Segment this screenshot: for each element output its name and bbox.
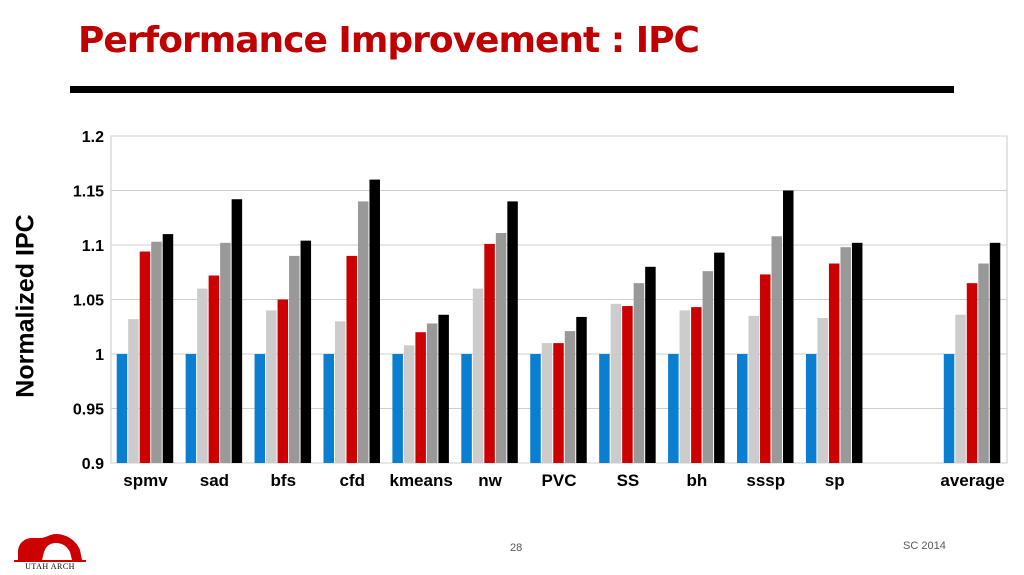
bar <box>691 307 702 463</box>
x-tick-label: average <box>940 471 1004 490</box>
logo-text: UTAH ARCH <box>25 562 75 571</box>
bar <box>438 314 449 463</box>
bar <box>151 241 162 463</box>
x-tick-label: spmv <box>123 471 168 490</box>
x-tick-label: bh <box>686 471 707 490</box>
bar <box>966 283 978 463</box>
x-tick-label: SS <box>617 471 640 490</box>
x-tick-label: kmeans <box>389 471 452 490</box>
bar <box>507 201 518 463</box>
bar <box>943 354 955 463</box>
x-tick-label: sssp <box>746 471 785 490</box>
bar <box>771 236 783 463</box>
bar <box>472 288 484 463</box>
bar <box>748 315 760 463</box>
x-tick-label: bfs <box>271 471 297 490</box>
slide-title: Performance Improvement : IPC <box>78 20 700 61</box>
bar <box>828 263 840 463</box>
utah-arch-logo-icon <box>14 534 86 562</box>
y-tick-label: 1.05 <box>73 293 104 310</box>
bar <box>783 190 794 463</box>
bar <box>277 299 289 463</box>
bar <box>415 332 426 463</box>
bar <box>760 274 771 463</box>
bar <box>208 275 220 463</box>
bar <box>334 321 346 463</box>
bar <box>989 242 1001 463</box>
bar <box>530 354 541 463</box>
bar <box>805 354 817 463</box>
x-tick-label: PVC <box>542 471 577 490</box>
bar <box>737 354 748 463</box>
slide-number: 28 <box>510 542 523 554</box>
bar <box>220 242 231 463</box>
bar <box>300 240 312 463</box>
x-tick-label: cfd <box>339 471 365 490</box>
bar <box>541 343 553 463</box>
bar <box>978 263 989 463</box>
bar <box>610 303 622 463</box>
bar <box>955 314 966 463</box>
bar <box>403 345 415 463</box>
bar <box>702 271 714 463</box>
bar <box>369 179 380 463</box>
y-tick-label: 0.9 <box>82 456 104 473</box>
y-tick-label: 1.15 <box>73 184 104 201</box>
bar <box>162 234 174 463</box>
bar <box>622 306 633 463</box>
bar <box>197 288 208 463</box>
bar <box>599 354 610 463</box>
bar <box>346 255 357 463</box>
bar <box>564 331 576 463</box>
x-tick-label: nw <box>478 471 502 490</box>
title-divider <box>70 86 954 93</box>
x-tick-label: sad <box>200 471 229 490</box>
bar <box>840 247 851 463</box>
bar <box>289 255 300 463</box>
bar <box>461 354 472 463</box>
bar <box>817 318 828 463</box>
bar <box>254 354 266 463</box>
bar <box>185 354 197 463</box>
bar <box>116 354 128 463</box>
bar <box>231 199 243 463</box>
y-tick-label: 1.2 <box>82 129 104 146</box>
bar <box>128 319 139 463</box>
x-tick-label: sp <box>825 471 845 490</box>
y-tick-label: 1 <box>95 347 104 364</box>
bar <box>645 266 656 463</box>
bar <box>633 283 645 463</box>
bar <box>679 310 691 463</box>
bar <box>426 323 438 463</box>
bar <box>392 354 403 463</box>
bar <box>139 251 151 463</box>
bar <box>357 201 369 463</box>
bar <box>576 316 587 463</box>
bar <box>553 343 564 463</box>
y-tick-label: 1.1 <box>82 238 104 255</box>
bar <box>851 242 863 463</box>
bar <box>266 310 277 463</box>
bar <box>484 243 495 463</box>
bar <box>714 252 725 463</box>
bar <box>495 233 507 463</box>
bar <box>323 354 334 463</box>
footer-text: SC 2014 <box>903 540 946 552</box>
bar <box>668 354 679 463</box>
y-tick-label: 0.95 <box>73 402 104 419</box>
